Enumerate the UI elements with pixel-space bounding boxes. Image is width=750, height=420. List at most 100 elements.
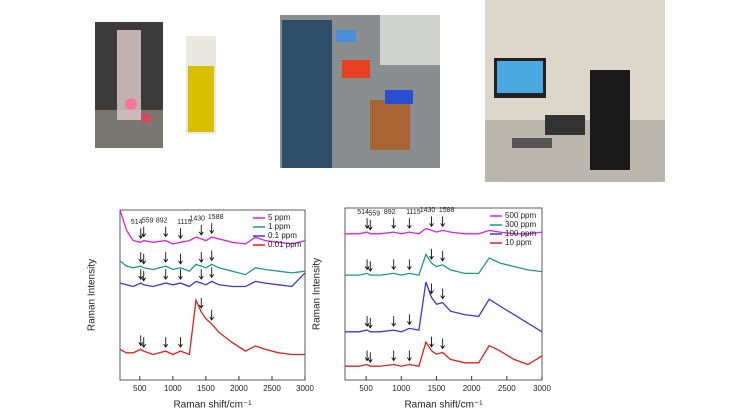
peak-arrow — [391, 218, 397, 229]
peak-label: 1115 — [406, 209, 421, 216]
peak-arrow — [178, 337, 183, 348]
peak-arrow — [391, 316, 397, 327]
x-tick-label: 1000 — [164, 384, 182, 393]
x-tick-label: 500 — [133, 384, 147, 393]
peak-arrow — [198, 224, 204, 236]
legend-label: 0.1 ppm — [268, 231, 297, 240]
peak-arrow — [209, 250, 215, 262]
peak-arrow — [429, 249, 434, 260]
peak-arrow — [141, 226, 147, 238]
peak-arrow — [440, 288, 446, 300]
peak-label: 892 — [384, 209, 396, 216]
x-axis-label: Raman shift/cm⁻¹ — [404, 400, 483, 411]
photo-lab — [280, 15, 440, 168]
peak-arrow — [138, 335, 144, 347]
peak-arrow — [364, 350, 370, 362]
peak-label: 1430 — [189, 216, 205, 223]
peak-arrow — [141, 253, 147, 265]
peak-arrow — [178, 253, 183, 265]
peak-arrow — [178, 269, 183, 280]
x-axis-label: Raman shift/cm⁻¹ — [173, 400, 252, 411]
peak-arrow — [429, 216, 434, 228]
peak-label: 559 — [142, 217, 154, 224]
x-tick-label: 1000 — [392, 384, 410, 393]
plot-frame — [119, 209, 306, 381]
series-line — [119, 297, 305, 356]
x-tick-label: 2500 — [498, 384, 516, 393]
peak-arrow — [367, 261, 373, 272]
y-axis-label: Raman Intensity — [87, 259, 98, 331]
peak-arrow — [391, 259, 397, 271]
peak-arrow — [209, 267, 215, 279]
peak-arrow — [138, 269, 144, 280]
peak-arrow — [367, 317, 373, 329]
peak-arrow — [138, 252, 144, 263]
peak-arrow — [209, 223, 215, 235]
peak-arrow — [209, 309, 215, 321]
x-tick-label: 2500 — [263, 384, 281, 393]
x-tick-label: 2000 — [230, 384, 248, 393]
peak-label: 514 — [131, 219, 143, 226]
photo-yellow-vial — [186, 36, 216, 134]
peak-arrow — [407, 218, 412, 229]
y-axis-label: Raman Intensity — [312, 258, 323, 330]
series-line — [119, 260, 306, 276]
peak-arrow — [429, 336, 434, 348]
peak-arrow — [407, 350, 412, 362]
peak-arrow — [364, 218, 370, 229]
series-line — [345, 281, 543, 333]
chart: 500 1000 1500 2000 2500 3000 Raman shift/cm⁻¹ R… — [87, 209, 314, 411]
peak-label: 1588 — [439, 207, 455, 214]
peak-arrow — [367, 352, 373, 364]
peak-arrow — [407, 259, 412, 271]
x-tick-label: 1500 — [428, 384, 446, 393]
series-line — [119, 272, 306, 288]
peak-arrow — [163, 337, 169, 348]
peak-arrow — [440, 250, 446, 262]
peak-arrow — [178, 228, 183, 240]
peak-label: 559 — [368, 211, 380, 218]
peak-label: 514 — [357, 209, 369, 216]
legend-label: 300 ppm — [505, 220, 536, 229]
peak-arrow — [407, 314, 412, 326]
peak-arrow — [198, 298, 204, 309]
x-tick-label: 2000 — [463, 384, 481, 393]
peak-arrow — [163, 252, 169, 263]
series-line — [345, 252, 543, 276]
photo-cuvette — [95, 22, 163, 148]
legend-label: 500 ppm — [505, 211, 536, 220]
x-tick-label: 3000 — [533, 384, 551, 393]
peak-label: 1430 — [420, 207, 436, 214]
peak-arrow — [198, 269, 204, 280]
peak-arrow — [440, 338, 446, 350]
photo-spectrometer — [485, 0, 665, 182]
legend-label: 5 ppm — [268, 213, 291, 222]
peak-arrow — [440, 216, 446, 228]
peak-arrow — [198, 252, 204, 263]
x-tick-label: 3000 — [296, 384, 314, 393]
peak-label: 892 — [156, 217, 168, 224]
peak-arrow — [138, 228, 144, 240]
peak-arrow — [429, 283, 434, 295]
x-tick-label: 500 — [359, 384, 373, 393]
plot-frame — [344, 207, 543, 381]
peak-arrow — [163, 269, 169, 280]
series-line — [345, 227, 543, 235]
x-tick-label: 1500 — [197, 384, 215, 393]
peak-arrow — [391, 350, 397, 362]
peak-arrow — [364, 316, 370, 327]
peak-arrow — [367, 219, 373, 231]
legend-label: 100 ppm — [505, 229, 536, 238]
peak-label: 1588 — [208, 214, 224, 221]
legend-label: 1 ppm — [268, 222, 291, 231]
peak-arrow — [141, 337, 147, 348]
legend-label: 0.01 ppm — [268, 240, 302, 249]
peak-arrow — [364, 259, 370, 271]
peak-arrow — [141, 270, 147, 282]
chart: 500 1000 1500 2000 2500 3000 Raman shift/cm⁻¹ R… — [312, 207, 552, 410]
series-line — [119, 209, 306, 245]
peak-arrow — [163, 226, 169, 238]
legend-label: 10 ppm — [505, 238, 532, 247]
series-line — [345, 340, 543, 367]
